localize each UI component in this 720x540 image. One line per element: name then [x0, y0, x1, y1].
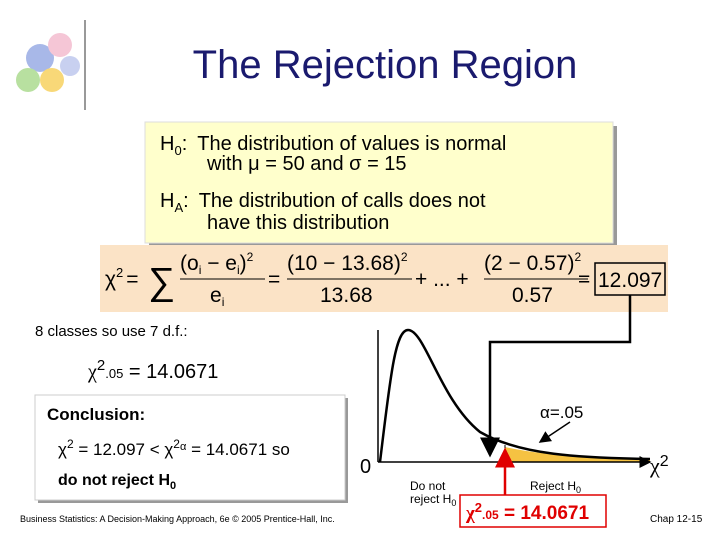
df-note: 8 classes so use 7 d.f.:	[35, 323, 188, 340]
result-pointer	[480, 295, 632, 458]
result: 12.097	[598, 269, 662, 292]
term3-num: (2 − 0.57)2	[484, 250, 581, 275]
conclusion-line2: do not reject H0	[58, 472, 176, 492]
footer-source: Business Statistics: A Decision-Making A…	[20, 514, 335, 524]
term2-den: 13.68	[320, 284, 373, 307]
conclusion-line1: χ2 = 12.097 < χ2α = 14.0671 so	[58, 437, 290, 459]
term1-num: (oi − ei)2	[180, 250, 254, 277]
h0-line1: H0: The distribution of values is normal	[160, 133, 506, 158]
accept-line2: reject H0	[410, 492, 456, 508]
origin-label: 0	[360, 456, 371, 478]
ha-line1: HA: The distribution of calls does not	[160, 190, 486, 215]
logo	[16, 20, 86, 110]
critical-box	[459, 494, 607, 528]
distribution-chart: 0 χ2 α=.05 Do not reject H0 Reject H0 χ2…	[360, 328, 669, 528]
hypotheses-box	[144, 121, 614, 244]
x-axis-label: χ2	[649, 453, 669, 478]
footer-page: Chap 12-15	[650, 514, 703, 525]
dots: + ... +	[415, 268, 469, 291]
term1-den: ei	[210, 284, 224, 309]
ha-line2: have this distribution	[207, 212, 389, 234]
critical-label: χ2.05 = 14.0671	[465, 500, 589, 524]
formula: χ2 = ∑ (oi − ei)2 ei = (10 − 13.68)2 13.6…	[105, 250, 666, 309]
density-curve	[378, 328, 651, 463]
conclusion-box	[34, 394, 346, 501]
sum-sign: ∑	[148, 261, 175, 303]
conclusion-heading: Conclusion:	[47, 405, 145, 424]
equals: =	[578, 268, 590, 291]
alpha-label: α=.05	[540, 403, 583, 422]
accept-line1: Do not	[410, 479, 446, 493]
alpha-pointer	[538, 421, 571, 443]
reject-label: Reject H0	[530, 479, 581, 495]
equals: =	[268, 268, 280, 291]
term2-num: (10 − 13.68)2	[287, 250, 408, 275]
term3-den: 0.57	[512, 284, 553, 307]
h0-line2: with μ = 50 and σ = 15	[206, 153, 407, 175]
title: The Rejection Region	[193, 43, 578, 87]
critical-value: χ2.05 = 14.0671	[87, 357, 218, 383]
formula-lhs: χ2 =	[105, 265, 139, 291]
